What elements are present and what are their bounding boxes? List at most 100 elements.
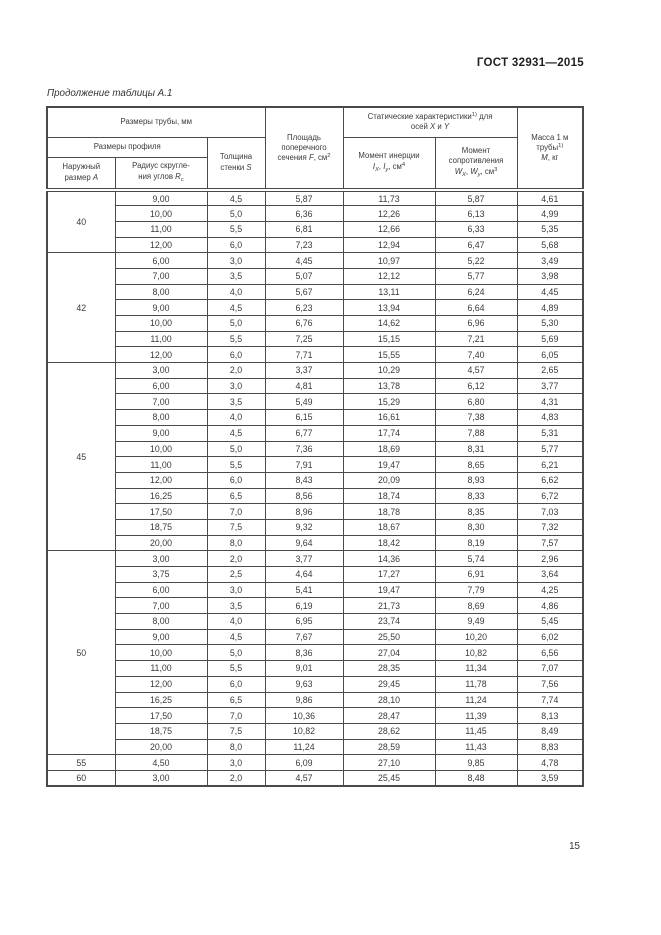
value-cell: 7,74: [516, 691, 584, 709]
value-cell: 7,25: [264, 330, 344, 348]
table-row: 6,00 3,0 4,81 13,78 6,12 3,77: [47, 377, 584, 395]
table-row: 7,00 3,5 6,19 21,73 8,69 4,86: [47, 597, 584, 615]
value-cell: 3,49: [516, 252, 584, 269]
value-cell: 8,0: [206, 534, 266, 552]
value-cell: 3,75: [114, 566, 208, 583]
outer-size-group-label: 45: [46, 362, 116, 552]
value-cell: 6,56: [516, 644, 584, 662]
value-cell: 25,45: [342, 769, 436, 787]
value-cell: 19,47: [342, 456, 436, 473]
value-cell: 7,56: [516, 675, 584, 693]
value-cell: 6,96: [434, 315, 518, 332]
value-cell: 3,0: [206, 754, 266, 771]
value-cell: 5,07: [264, 267, 344, 285]
value-cell: 9,32: [264, 518, 344, 536]
value-cell: 7,88: [434, 424, 518, 442]
value-cell: 28,62: [342, 722, 436, 740]
value-cell: 11,00: [114, 330, 208, 348]
page-number: 15: [569, 841, 580, 852]
table-row: 17,50 7,0 10,36 28,47 11,39 8,13: [47, 707, 584, 724]
value-cell: 9,00: [114, 188, 208, 207]
value-cell: 12,00: [114, 346, 208, 364]
value-cell: 3,37: [264, 362, 344, 379]
value-cell: 11,24: [434, 691, 518, 709]
value-cell: 4,83: [516, 409, 584, 426]
value-cell: 10,00: [114, 644, 208, 662]
value-cell: 4,45: [516, 283, 584, 301]
value-cell: 12,00: [114, 471, 208, 489]
table-row: 8,00 4,0 6,95 23,74 9,49 5,45: [47, 613, 584, 630]
value-cell: 8,96: [264, 503, 344, 520]
value-cell: 11,78: [434, 675, 518, 693]
table-row: 9,00 4,5 7,67 25,50 10,20 6,02: [47, 628, 584, 646]
table-row: 17,50 7,0 8,96 18,78 8,35 7,03: [47, 503, 584, 520]
value-cell: 4,61: [516, 188, 584, 207]
table-row: 9,00 4,5 6,77 17,74 7,88 5,31: [47, 424, 584, 442]
value-cell: 10,00: [114, 440, 208, 458]
value-cell: 4,78: [516, 754, 584, 771]
value-cell: 6,19: [264, 597, 344, 615]
value-cell: 4,64: [264, 566, 344, 583]
value-cell: 6,47: [434, 236, 518, 254]
value-cell: 9,85: [434, 754, 518, 771]
value-cell: 10,82: [434, 644, 518, 662]
value-cell: 10,82: [264, 722, 344, 740]
table-row: 12,00 6,0 7,23 12,94 6,47 5,68: [47, 236, 584, 254]
value-cell: 6,0: [206, 675, 266, 693]
outer-size-group-label: 42: [46, 252, 116, 364]
value-cell: 5,49: [264, 393, 344, 411]
value-cell: 2,5: [206, 566, 266, 583]
value-cell: 27,04: [342, 644, 436, 662]
value-cell: 16,25: [114, 691, 208, 709]
value-cell: 15,29: [342, 393, 436, 411]
value-cell: 8,35: [434, 503, 518, 520]
value-cell: 3,59: [516, 769, 584, 787]
value-cell: 12,26: [342, 205, 436, 222]
value-cell: 18,42: [342, 534, 436, 552]
value-cell: 14,62: [342, 315, 436, 332]
value-cell: 2,0: [206, 362, 266, 379]
value-cell: 3,5: [206, 393, 266, 411]
value-cell: 8,33: [434, 487, 518, 505]
value-cell: 6,5: [206, 487, 266, 505]
value-cell: 5,0: [206, 205, 266, 222]
value-cell: 3,64: [516, 566, 584, 583]
pipe-dimensions-table: Размеры трубы, мм Площадь поперечного се…: [46, 106, 585, 788]
value-cell: 3,77: [264, 550, 344, 567]
value-cell: 13,78: [342, 377, 436, 395]
table-row: 11,00 5,5 9,01 28,35 11,34 7,07: [47, 660, 584, 677]
value-cell: 7,5: [206, 722, 266, 740]
outer-size-group-label: 55: [46, 754, 116, 771]
value-cell: 6,72: [516, 487, 584, 505]
value-cell: 18,75: [114, 722, 208, 740]
value-cell: 23,74: [342, 613, 436, 630]
value-cell: 7,00: [114, 267, 208, 285]
value-cell: 7,32: [516, 518, 584, 536]
value-cell: 15,55: [342, 346, 436, 364]
table-row: 20,00 8,0 11,24 28,59 11,43 8,83: [47, 738, 584, 756]
value-cell: 17,50: [114, 503, 208, 520]
value-cell: 7,0: [206, 707, 266, 724]
value-cell: 6,02: [516, 628, 584, 646]
value-cell: 3,5: [206, 267, 266, 285]
value-cell: 8,69: [434, 597, 518, 615]
table-row: 10,00 5,0 6,36 12,26 6,13 4,99: [47, 205, 584, 222]
standard-reference: ГОСТ 32931—2015: [476, 57, 584, 69]
value-cell: 6,5: [206, 691, 266, 709]
table-header: Размеры трубы, мм Площадь поперечного се…: [46, 106, 584, 191]
value-cell: 20,09: [342, 471, 436, 489]
value-cell: 6,24: [434, 283, 518, 301]
table-row: 10,00 5,0 6,76 14,62 6,96 5,30: [47, 315, 584, 332]
value-cell: 6,05: [516, 346, 584, 364]
value-cell: 5,0: [206, 440, 266, 458]
value-cell: 6,95: [264, 613, 344, 630]
value-cell: 6,33: [434, 220, 518, 238]
value-cell: 3,0: [206, 252, 266, 269]
value-cell: 7,40: [434, 346, 518, 364]
value-cell: 3,00: [114, 550, 208, 567]
value-cell: 14,36: [342, 550, 436, 567]
table-row: 8,00 4,0 5,67 13,11 6,24 4,45: [47, 283, 584, 301]
value-cell: 7,79: [434, 581, 518, 599]
value-cell: 9,86: [264, 691, 344, 709]
value-cell: 15,15: [342, 330, 436, 348]
